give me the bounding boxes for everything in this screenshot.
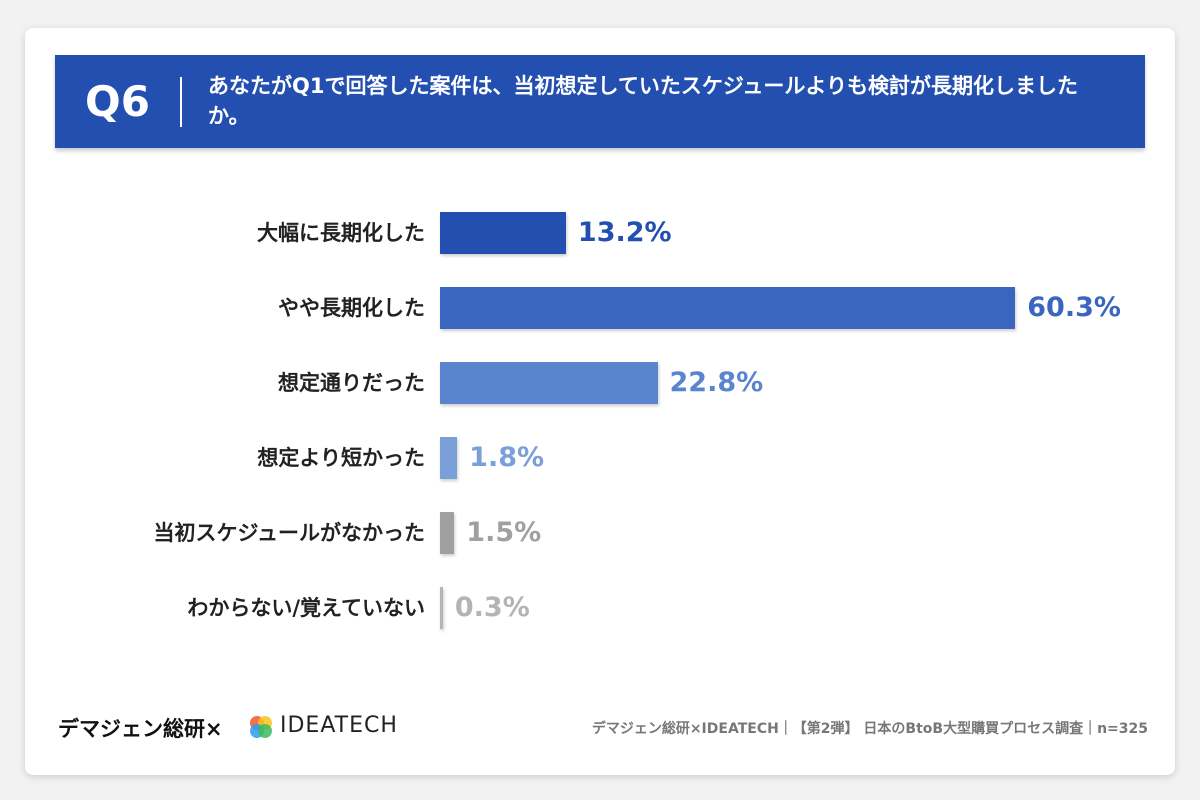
- category-label: わからない/覚えていない: [187, 596, 425, 620]
- bar: [440, 437, 458, 479]
- logo-text: デマジェン総研×: [58, 717, 223, 741]
- value-label: 60.3%: [1027, 292, 1121, 323]
- value-label: 1.8%: [469, 442, 545, 473]
- bar: [440, 287, 1016, 329]
- category-label: やや長期化した: [278, 296, 425, 320]
- value-label: 22.8%: [669, 367, 764, 398]
- question-badge: Q6: [85, 77, 150, 126]
- divider: [180, 77, 182, 127]
- value-label: 1.5%: [466, 517, 542, 548]
- bar: [440, 362, 658, 404]
- category-label: 想定通りだった: [278, 371, 425, 395]
- bar: [440, 512, 455, 554]
- chart-title: あなたがQ1で回答した案件は、当初想定していたスケジュールよりも検討が長期化しま…: [208, 74, 1078, 128]
- logo-icon: [250, 716, 272, 738]
- category-label: 大幅に長期化した: [257, 221, 425, 245]
- bar: [440, 587, 443, 629]
- category-label: 当初スケジュールがなかった: [153, 521, 425, 545]
- source-note: デマジェン総研×IDEATECH｜【第2弾】 日本のBtoB大型購買プロセス調査…: [591, 721, 1148, 737]
- category-label: 想定より短かった: [257, 446, 425, 470]
- bar: [440, 212, 566, 254]
- value-label: 13.2%: [577, 217, 672, 248]
- logo-brand: IDEATECH: [280, 713, 398, 738]
- header: Q6 あなたがQ1で回答した案件は、当初想定していたスケジュールよりも検討が長期…: [55, 55, 1145, 148]
- value-label: 0.3%: [454, 592, 530, 623]
